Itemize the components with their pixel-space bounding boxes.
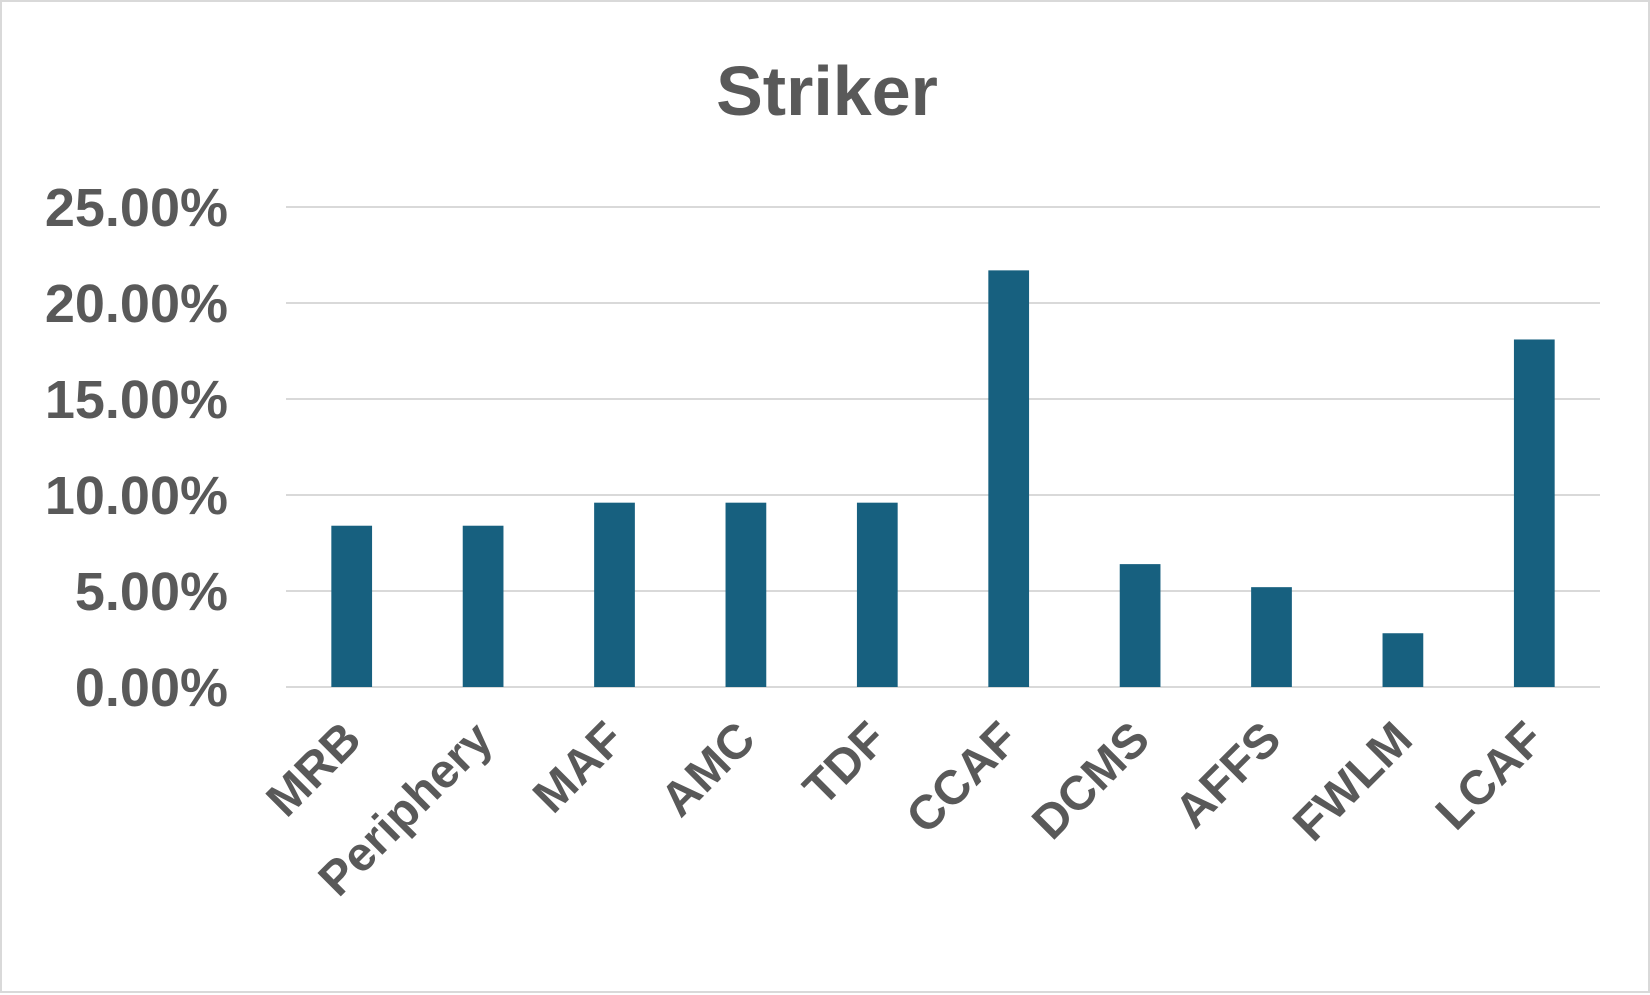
x-tick-label: MRB — [257, 712, 372, 827]
x-tick-label: TDF — [794, 712, 897, 815]
y-tick-label: 5.00% — [75, 562, 228, 622]
x-tick-label: DCMS — [1022, 712, 1159, 849]
x-tick-label: CCAF — [897, 712, 1029, 844]
bar — [1513, 339, 1555, 687]
gridlines — [286, 206, 1600, 688]
bar — [462, 525, 504, 687]
bars — [331, 270, 1555, 687]
x-tick-label: FWLM — [1283, 712, 1422, 851]
y-tick-label: 10.00% — [45, 466, 228, 526]
chart-title: Striker — [716, 52, 938, 130]
y-tick-label: 20.00% — [45, 274, 228, 334]
y-tick-label: 15.00% — [45, 370, 228, 430]
bar — [725, 502, 767, 687]
x-tick-label: MAF — [523, 712, 634, 823]
bar — [1119, 564, 1161, 687]
y-tick-label: 0.00% — [75, 658, 228, 718]
bar — [856, 502, 898, 687]
bar — [988, 270, 1030, 687]
y-axis-ticks: 0.00% 5.00% 10.00% 15.00% 20.00% 25.00% — [45, 178, 228, 718]
y-tick-label: 25.00% — [45, 178, 228, 238]
bar — [331, 525, 373, 687]
x-tick-label: LCAF — [1426, 712, 1554, 840]
bar — [594, 502, 635, 687]
bar — [1382, 633, 1424, 687]
x-tick-label: AMC — [651, 712, 766, 827]
bar — [1251, 587, 1292, 687]
x-tick-label: AFFS — [1165, 712, 1291, 838]
